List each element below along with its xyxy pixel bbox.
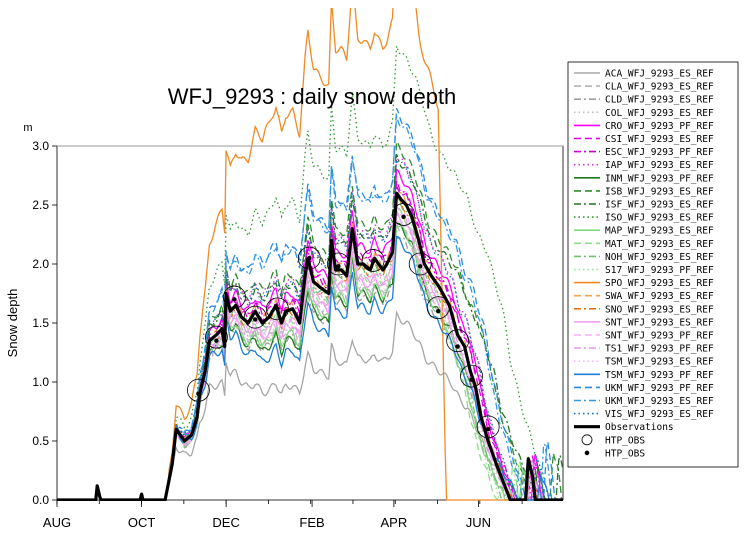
htp-obs-circle bbox=[223, 285, 246, 309]
x-tick-label: JUN bbox=[466, 515, 491, 530]
y-axis-label: Snow depth bbox=[5, 289, 20, 358]
legend-label: VIS_WFJ_9293_ES_REF bbox=[605, 409, 714, 420]
legend-label: MAP_WFJ_9293_ES_REF bbox=[605, 226, 714, 237]
legend-label: HTP_OBS bbox=[605, 435, 645, 446]
legend-label: INM_WFJ_9293_PF_REF bbox=[605, 173, 714, 184]
series-line-observations bbox=[57, 191, 563, 501]
legend-label: TS1_WFJ_9293_PF_REF bbox=[605, 344, 714, 355]
legend-label: SNT_WFJ_9293_ES_REF bbox=[605, 317, 714, 328]
htp-obs-dot bbox=[370, 259, 376, 264]
legend-label: UKM_WFJ_9293_PF_REF bbox=[605, 383, 714, 394]
htp-obs-circle bbox=[327, 252, 350, 276]
htp-obs-dot bbox=[336, 264, 341, 269]
htp-obs-circle bbox=[187, 378, 210, 402]
plot-area: 0.0 0.5 1.0 1.5 2.0 2.5 3.0 AUG OCT DEC FEB APR JUN bbox=[32, 8, 564, 530]
htp-obs-dot bbox=[436, 309, 441, 314]
htp-obs-circle bbox=[476, 415, 500, 439]
legend-label: CLD_WFJ_9293_ES_REF bbox=[605, 95, 714, 106]
x-tick-label: AUG bbox=[43, 515, 71, 530]
legend-label: SNO_WFJ_9293_ES_REF bbox=[605, 304, 714, 315]
legend-label: CRO_WFJ_9293_PF_REF bbox=[605, 121, 714, 132]
x-tick-label: APR bbox=[381, 515, 408, 530]
htp-obs-dot bbox=[214, 338, 219, 343]
htp-obs-dot bbox=[485, 427, 491, 432]
legend-label: MAT_WFJ_9293_ES_REF bbox=[605, 239, 714, 250]
legend-label: SNT_WFJ_9293_PF_REF bbox=[605, 331, 714, 342]
legend-label: UKM_WFJ_9293_ES_REF bbox=[605, 396, 714, 407]
htp-obs-circle bbox=[297, 246, 321, 270]
series-layer bbox=[57, 8, 563, 501]
legend-marker-dot bbox=[584, 450, 590, 456]
legend-label: Observations bbox=[605, 422, 674, 433]
y-tick-label: 2.5 bbox=[32, 198, 49, 212]
legend-label: ACA_WFJ_9293_ES_REF bbox=[605, 69, 714, 80]
y-tick-label: 1.0 bbox=[32, 375, 49, 389]
y-tick-label: 2.0 bbox=[32, 257, 49, 271]
htp-obs-dot bbox=[455, 344, 460, 349]
chart-title: WFJ_9293 : daily snow depth bbox=[168, 84, 457, 109]
htp-obs-dot bbox=[196, 391, 201, 396]
legend-label: ISB_WFJ_9293_ES_REF bbox=[605, 186, 714, 197]
htp-obs-circle bbox=[243, 305, 267, 329]
htp-obs-circle bbox=[408, 252, 432, 276]
htp-obs-circle bbox=[426, 296, 450, 320]
legend-label: IAP_WFJ_9293_ES_REF bbox=[605, 160, 714, 171]
y-tick-label: 0.5 bbox=[32, 434, 49, 448]
htp-obs-circle bbox=[205, 325, 228, 349]
legend-label: SPO_WFJ_9293_ES_REF bbox=[605, 278, 714, 289]
legend-label: HTP_OBS bbox=[605, 448, 645, 459]
legend: ACA_WFJ_9293_ES_REF CLA_WFJ_9293_ES_REF CL… bbox=[567, 61, 739, 468]
legend-label: NOH_WFJ_9293_ES_REF bbox=[605, 252, 714, 263]
legend-label: ESC_WFJ_9293_PF_REF bbox=[605, 147, 714, 158]
legend-label: COL_WFJ_9293_ES_REF bbox=[605, 108, 714, 119]
htp-obs-circle bbox=[446, 329, 470, 353]
legend-box bbox=[567, 61, 739, 468]
x-tick-label: FEB bbox=[299, 515, 324, 530]
htp-obs-circle bbox=[266, 297, 289, 321]
x-tick-label: DEC bbox=[212, 515, 239, 530]
htp-obs-circle bbox=[460, 364, 483, 388]
htp-obs-dot bbox=[253, 317, 258, 322]
htp-obs-dot bbox=[307, 255, 312, 261]
htp-obs-dot bbox=[469, 377, 474, 382]
legend-label: CLA_WFJ_9293_ES_REF bbox=[605, 82, 714, 93]
y-tick-label: 0.0 bbox=[32, 493, 49, 507]
htp-obs-dot bbox=[232, 297, 237, 302]
legend-label: ISF_WFJ_9293_ES_REF bbox=[605, 200, 714, 211]
legend-label: SWA_WFJ_9293_ES_REF bbox=[605, 291, 714, 302]
legend-label: TSM_WFJ_9293_ES_REF bbox=[605, 357, 714, 368]
legend-label: S17_WFJ_9293_PF_REF bbox=[605, 265, 714, 276]
htp-obs-dot bbox=[275, 306, 280, 312]
legend-label: TSM_WFJ_9293_PF_REF bbox=[605, 370, 714, 381]
legend-label: CSI_WFJ_9293_ES_REF bbox=[605, 134, 714, 145]
legend-marker-circle bbox=[581, 434, 593, 446]
y-unit-label: m bbox=[23, 122, 32, 134]
htp-obs-circle bbox=[361, 249, 385, 272]
y-tick-label: 3.0 bbox=[32, 139, 49, 153]
htp-obs-dot bbox=[418, 264, 423, 269]
x-tick-label: OCT bbox=[128, 515, 156, 530]
htp-obs-dot bbox=[401, 214, 406, 219]
legend-label: ISO_WFJ_9293_ES_REF bbox=[605, 213, 714, 224]
y-tick-label: 1.5 bbox=[32, 316, 49, 330]
htp-obs-circle bbox=[392, 203, 415, 226]
